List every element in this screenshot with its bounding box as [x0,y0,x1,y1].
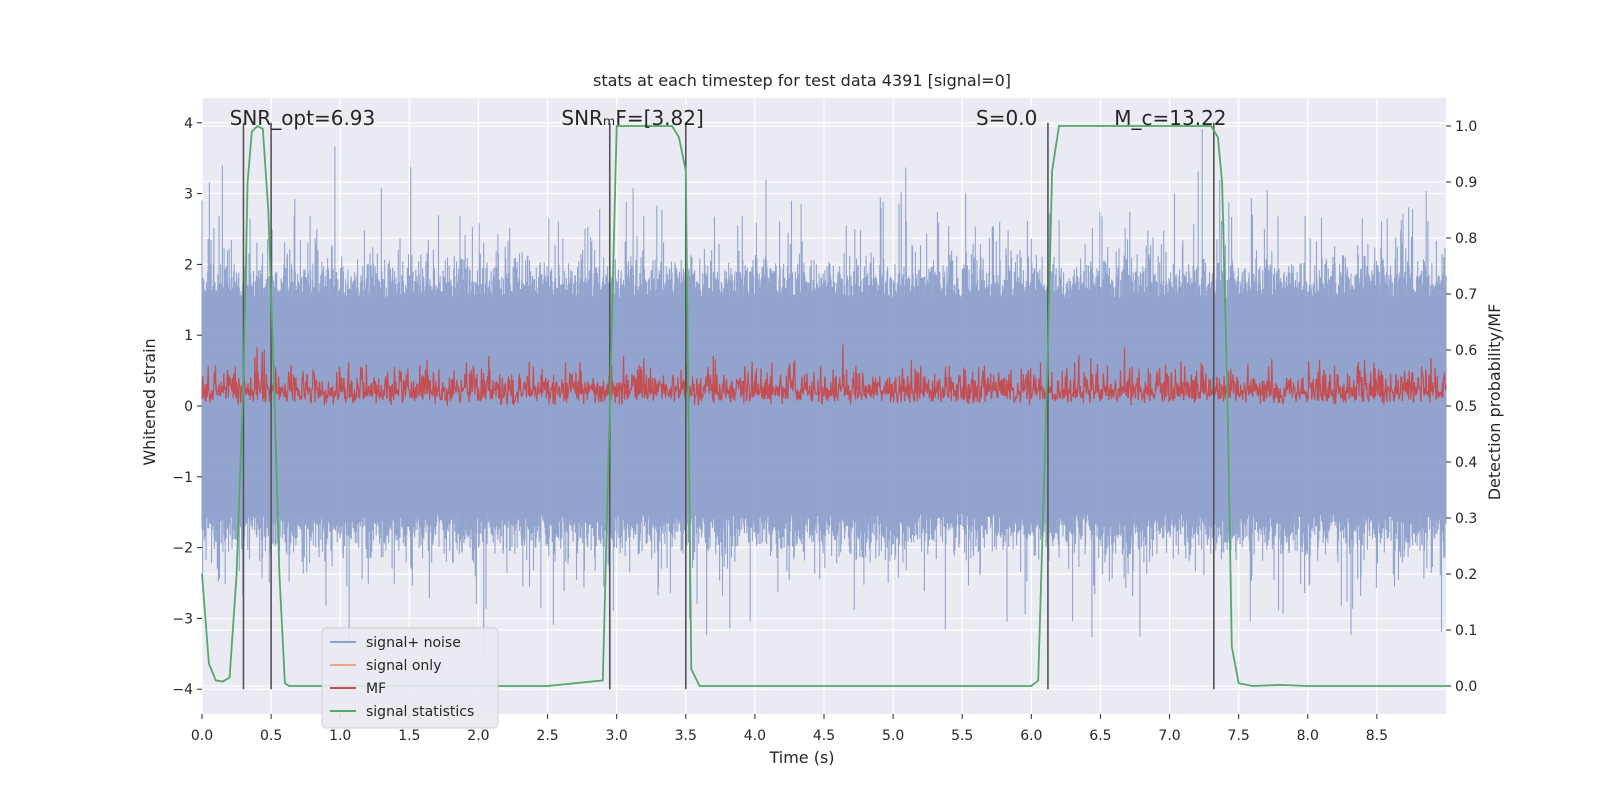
y2-tick-label: 0.9 [1455,175,1477,191]
y2-tick-label: 0.6 [1455,343,1477,359]
x-axis: 0.0 0.5 1.0 1.5 2.0 2.5 3.0 3.5 4.0 4.5 5.0 5.5 6.0 6… [191,714,1388,744]
series-signal-statistics [201,124,1446,687]
y-tick-label: −4 [172,682,193,698]
y2-tick-label: 1.0 [1455,119,1477,135]
x-tick-label: 0.5 [260,728,282,744]
y-tick-label: −2 [172,541,193,557]
legend-label: signal statistics [366,704,474,720]
x-tick-label: 6.5 [1089,728,1111,744]
x-tick-label: 4.5 [813,728,835,744]
chart-title: stats at each timestep for test data 439… [593,71,1011,90]
y2-axis-label: Detection probability/MF [1485,304,1504,501]
x-tick-label: 5.5 [951,728,973,744]
y-tick-label: −1 [172,470,193,486]
y-tick-label: 1 [184,328,193,344]
y2-tick-label: 0.7 [1455,287,1477,303]
x-axis-label: Time (s) [768,748,834,767]
legend-label: signal only [366,658,441,674]
x-tick-label: 8.0 [1297,728,1319,744]
y-tick-label: 4 [184,116,193,132]
x-tick-label: 3.5 [675,728,697,744]
annotation-text: SNR_opt=6.93 [230,106,376,130]
y-tick-label: 2 [184,257,193,273]
x-tick-label: 1.0 [329,728,351,744]
legend: signal+ noise signal only MF signal statist… [321,627,499,729]
annotation-text: SNRₘF=[3.82] [561,106,703,130]
annotations: SNR_opt=6.93 SNRₘF=[3.82] S=0.0 M_c=13.22 [230,106,1227,130]
y2-tick-label: 0.1 [1455,623,1477,639]
y2-tick-label: 0.5 [1455,399,1477,415]
y2-tick-label: 0.3 [1455,511,1477,527]
signal-statistics-line [201,124,1446,687]
x-tick-label: 3.0 [606,728,628,744]
y2-tick-label: 0.2 [1455,567,1477,583]
x-tick-label: 1.5 [398,728,420,744]
annotation-text: M_c=13.22 [1114,106,1226,130]
y-tick-label: −3 [172,611,193,627]
y-tick-label: 0 [184,399,193,415]
legend-label: signal+ noise [366,635,461,651]
x-tick-label: 4.0 [744,728,766,744]
left-y-axis: 4 3 2 1 0 −1 −2 −3 −4 [172,116,202,698]
x-tick-label: 7.0 [1158,728,1180,744]
y2-tick-label: 0.0 [1455,679,1477,695]
x-tick-label: 0.0 [191,728,213,744]
series-mf [201,344,1447,406]
right-y-axis: 1.0 0.9 0.8 0.7 0.6 0.5 0.4 0.3 0.2 0.1 0.0 [1446,119,1477,695]
x-tick-label: 2.0 [467,728,489,744]
x-tick-label: 5.0 [882,728,904,744]
x-tick-label: 2.5 [536,728,558,744]
legend-label: MF [366,681,386,697]
y-axis-label: Whitened strain [140,338,159,465]
annotation-text: S=0.0 [976,106,1037,130]
y2-tick-label: 0.8 [1455,231,1477,247]
mf-line [201,344,1447,406]
x-tick-label: 6.0 [1020,728,1042,744]
y-tick-label: 3 [184,187,193,203]
x-tick-label: 8.5 [1366,728,1388,744]
y2-tick-label: 0.4 [1455,455,1477,471]
legend-box [321,627,499,729]
x-tick-label: 7.5 [1228,728,1250,744]
